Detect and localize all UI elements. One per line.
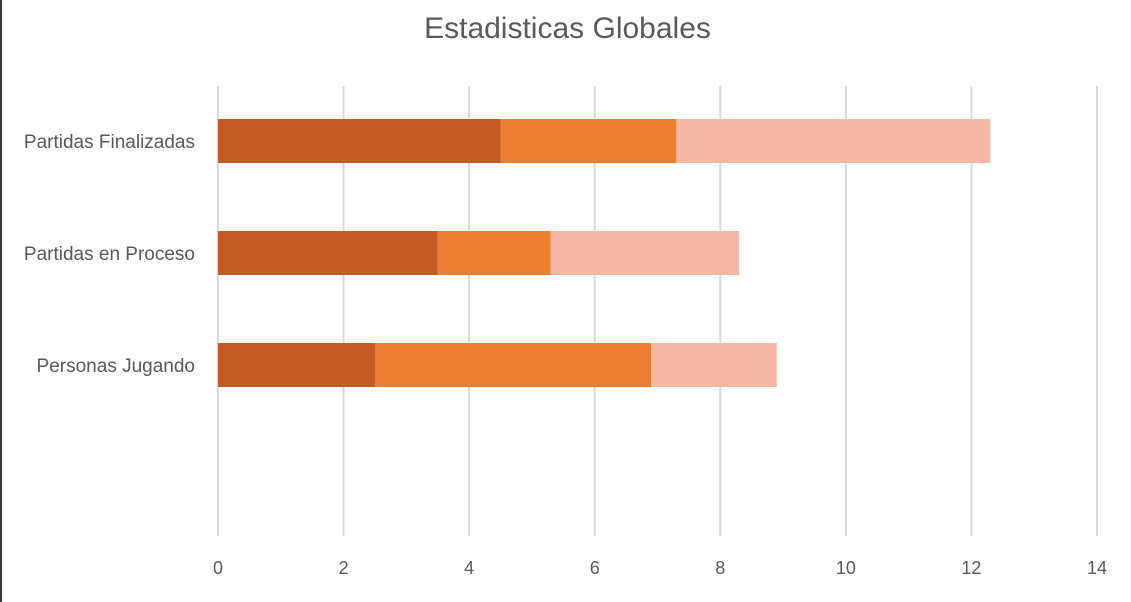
bar-segment	[500, 119, 677, 163]
bar-segment	[218, 119, 501, 163]
bars	[218, 119, 991, 387]
bar-segment	[651, 343, 777, 387]
category-label: Partidas Finalizadas	[24, 132, 195, 153]
bar-segment	[437, 231, 551, 275]
y-axis-category-labels: Partidas Finalizadas Partidas en Proceso P…	[24, 132, 195, 377]
x-tick-label: 8	[715, 558, 725, 578]
chart-title: Estadisticas Globales	[424, 12, 711, 45]
x-axis-tick-labels: 0 2 4 6 8 10 12 14	[213, 558, 1107, 578]
bar-segment	[218, 343, 375, 387]
x-tick-label: 14	[1087, 558, 1107, 578]
category-label: Personas Jugando	[37, 356, 195, 377]
x-tick-label: 0	[213, 558, 223, 578]
x-tick-label: 12	[961, 558, 981, 578]
bar-segment	[218, 231, 438, 275]
x-tick-label: 6	[590, 558, 600, 578]
bar-segment	[550, 231, 740, 275]
x-tick-label: 4	[464, 558, 474, 578]
bar-segment	[374, 343, 652, 387]
category-label: Partidas en Proceso	[24, 244, 195, 265]
x-tick-label: 2	[339, 558, 349, 578]
bar-segment	[676, 119, 991, 163]
x-tick-label: 10	[836, 558, 856, 578]
